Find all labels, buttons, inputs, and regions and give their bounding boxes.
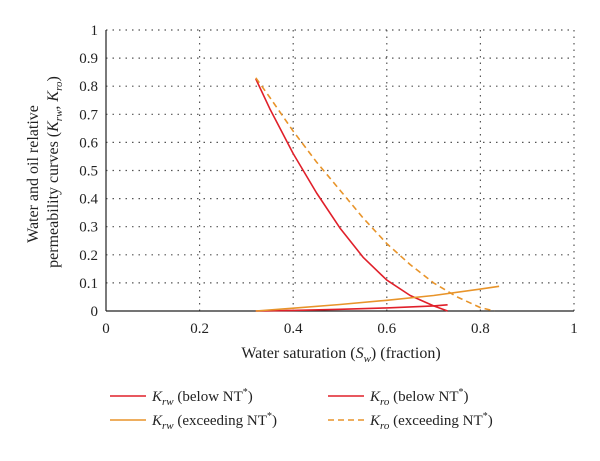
x-tick-label: 0.2 [190,321,209,337]
y-tick-label: 0.5 [79,164,98,180]
y-tick-label: 0.1 [79,276,98,292]
y-tick-label: 0.9 [79,51,98,67]
y-axis-title: Water and oil relative permeability curv… [25,76,65,268]
y-tick-label: 0.3 [79,220,98,236]
legend-label-krw-exceeding: Krw (exceeding NT*) [151,411,277,432]
axis-layer [105,30,574,312]
legend: Krw (below NT*) Kro (below NT*) Krw (exc… [110,387,493,432]
series-kro-exceeding [255,77,495,312]
series-layer [255,77,500,312]
legend-label-kro-below: Kro (below NT*) [369,387,469,408]
tick-label-layer: 0 0.1 0.2 0.3 0.4 0.5 0.6 0.7 0.8 0.9 1 0 0.2 0.4 0.6 0… [79,23,578,337]
legend-label-kro-exceeding: Kro (exceeding NT*) [369,411,493,432]
y-tick-label: 0.4 [79,192,98,208]
y-tick-label: 0 [91,304,99,320]
x-tick-label: 0.8 [471,321,490,337]
y-tick-label: 0.8 [79,79,98,95]
series-kro-below [255,78,448,312]
series-krw-below [255,304,448,312]
x-tick-label: 0 [102,321,110,337]
y-tick-label: 0.6 [79,135,98,151]
x-tick-label: 0.4 [284,321,303,337]
y-tick-label: 0.7 [79,107,98,123]
grid-layer [106,29,575,311]
x-tick-label: 1 [570,321,578,337]
x-tick-label: 0.6 [377,321,396,337]
legend-label-krw-below: Krw (below NT*) [151,387,253,408]
y-tick-label: 0.2 [79,248,98,264]
series-krw-exceeding [255,285,500,312]
y-tick-label: 1 [91,23,99,39]
x-axis-title: Water saturation (Sw) (fraction) [241,345,440,365]
